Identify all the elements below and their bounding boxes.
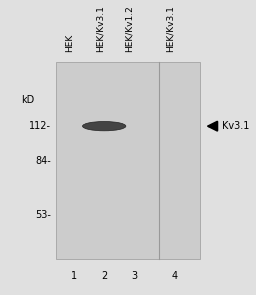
Text: kD: kD <box>22 95 35 105</box>
Text: 3: 3 <box>131 271 137 281</box>
Bar <box>56 62 199 259</box>
Text: HEK/Kv3.1: HEK/Kv3.1 <box>95 5 104 52</box>
Text: 53-: 53- <box>35 210 51 220</box>
Text: 112-: 112- <box>29 121 51 131</box>
Text: HEK: HEK <box>66 34 74 52</box>
Ellipse shape <box>82 122 126 131</box>
Text: Kv3.1: Kv3.1 <box>222 121 249 131</box>
Text: 4: 4 <box>172 271 178 281</box>
Text: HEK/Kv3.1: HEK/Kv3.1 <box>166 5 175 52</box>
Text: 2: 2 <box>101 271 107 281</box>
Text: HEK/Kv1.2: HEK/Kv1.2 <box>125 5 134 52</box>
Text: 1: 1 <box>71 271 78 281</box>
Text: 84-: 84- <box>35 156 51 166</box>
